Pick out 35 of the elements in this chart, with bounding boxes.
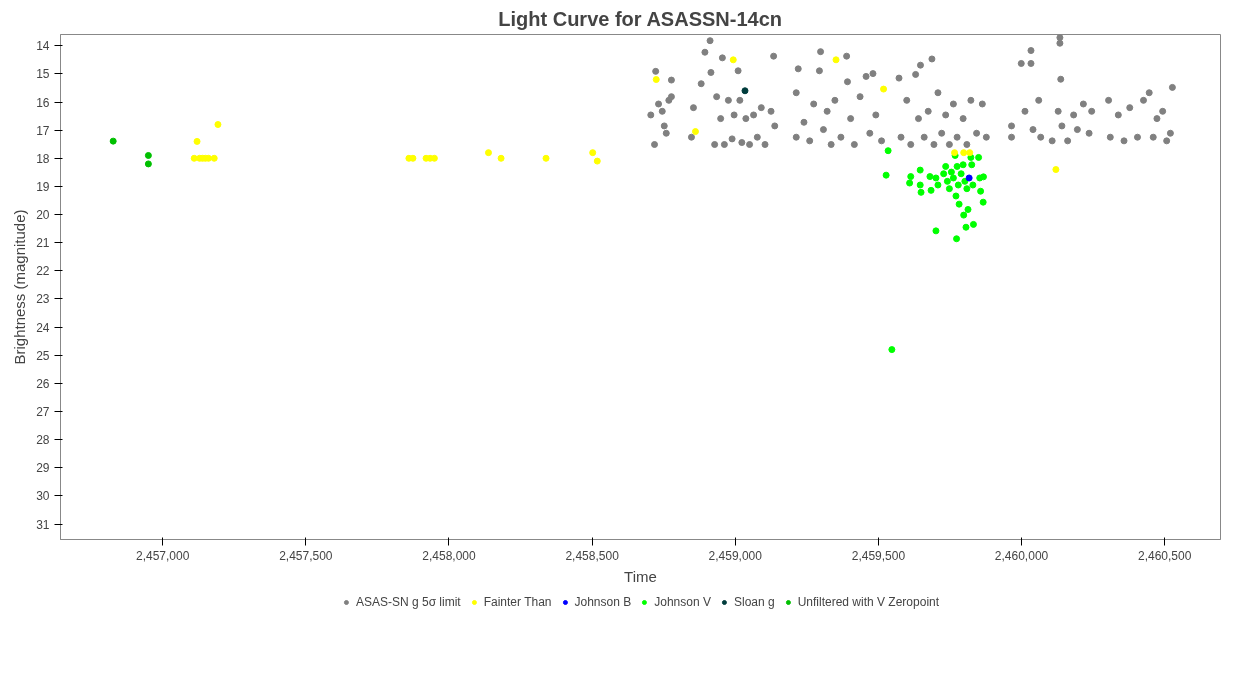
y-axis-title: Brightness (magnitude) [11,209,29,365]
x-tick-label: 2,459,500 [851,548,906,563]
y-tick-label: 23 [36,292,50,307]
x-tick-label: 2,458,000 [422,548,476,563]
y-tick-label: 19 [36,179,50,194]
legend-label: ASAS-SN g 5σ limit [355,595,461,609]
legend-label: Fainter Than [483,595,552,609]
x-tick-label: 2,458,500 [565,548,620,563]
y-tick-label: 16 [36,95,50,110]
y-tick-label: 31 [36,517,50,532]
y-tick-label: 20 [36,208,50,223]
y-tick-label: 28 [36,433,50,448]
y-tick-label: 14 [36,39,50,54]
y-tick-label: 22 [36,264,50,279]
legend-label: Sloan g [733,595,775,609]
y-tick-label: 15 [36,67,50,82]
legend-label: Unfiltered with V Zeropoint [797,595,940,609]
x-tick-label: 2,457,500 [279,548,333,563]
y-tick-label: 21 [36,236,50,251]
x-tick-label: 2,460,000 [994,548,1049,563]
x-tick-label: 2,459,000 [708,548,763,563]
x-tick-label: 2,457,000 [136,548,190,563]
chart-title: Light Curve for ASASSN-14cn [498,7,783,30]
x-tick-label: 2,460,500 [1137,548,1192,563]
y-tick-label: 24 [36,320,50,335]
legend-label: Johnson B [574,595,632,609]
x-axis-title: Time [624,567,657,585]
y-tick-label: 27 [36,404,50,419]
legend-label: Johnson V [654,595,711,609]
y-tick-label: 30 [36,489,50,504]
y-tick-label: 29 [36,461,50,476]
y-tick-label: 26 [36,376,50,391]
y-tick-label: 25 [36,348,50,363]
y-tick-label: 18 [36,151,50,166]
y-tick-label: 17 [36,123,50,138]
